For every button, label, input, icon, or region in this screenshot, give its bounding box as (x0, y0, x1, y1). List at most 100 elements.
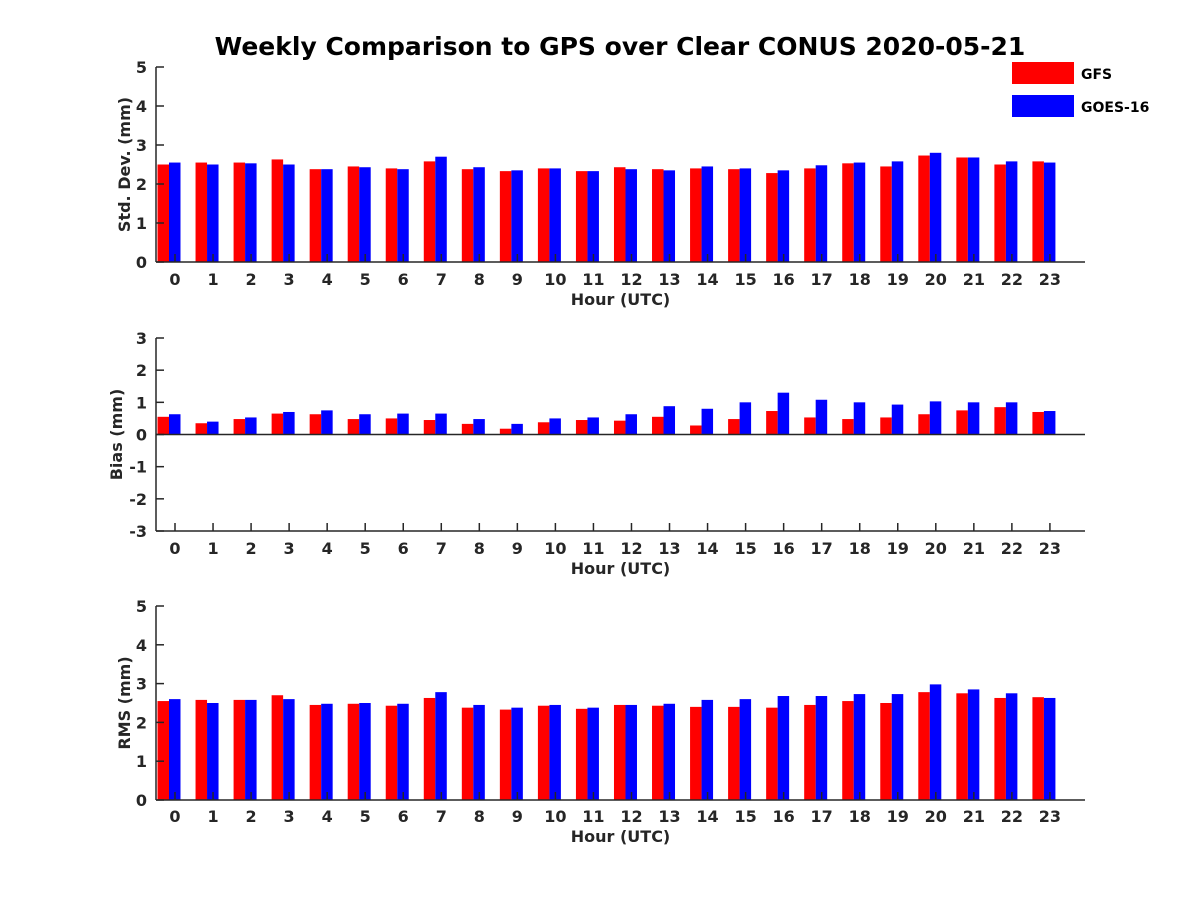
rms-bar-gfs-hour-7 (423, 697, 436, 800)
bias-bar-goes16-hour-4 (321, 410, 333, 435)
std-dev-bar-gfs-hour-13 (652, 169, 664, 262)
std-dev-bar-gfs-hour-6 (385, 168, 398, 262)
bias-bar-goes16-hour-10 (549, 418, 561, 435)
std-dev-ytick-label: 3 (136, 136, 147, 155)
std-dev-bar-gfs-hour-19 (880, 166, 892, 262)
bias-bar-gfs-hour-11 (575, 420, 588, 435)
rms-bar-gfs-hour-15 (728, 706, 740, 800)
rms-bar-goes16-hour-21 (967, 689, 980, 800)
bias-ytick-label: -3 (129, 522, 147, 541)
rms-bar-gfs-hour-11 (575, 708, 588, 800)
std-dev-bar-goes16-hour-23 (1043, 162, 1056, 262)
std-dev-xtick-label: 2 (246, 270, 257, 289)
bias-bar-goes16-hour-12 (625, 414, 637, 435)
rms-bar-gfs-hour-10 (537, 705, 550, 800)
bias-bar-goes16-hour-21 (967, 402, 980, 435)
rms-bar-goes16-hour-19 (891, 694, 904, 800)
bias-xtick-label: 5 (360, 539, 371, 558)
bias-xtick-label: 12 (620, 539, 642, 558)
bias-bar-gfs-hour-5 (347, 419, 360, 435)
std-dev-xtick-label: 22 (1001, 270, 1023, 289)
bias-xtick-label: 23 (1039, 539, 1061, 558)
rms-xtick-label: 17 (811, 807, 833, 826)
rms-bar-goes16-hour-10 (549, 704, 561, 800)
rms-bar-gfs-hour-8 (461, 707, 474, 800)
bias-xtick-label: 18 (849, 539, 871, 558)
rms-xtick-label: 22 (1001, 807, 1023, 826)
bias-xtick-label: 6 (398, 539, 409, 558)
std-dev-xtick-label: 15 (734, 270, 756, 289)
std-dev-bar-goes16-hour-4 (321, 169, 333, 262)
std-dev-bar-goes16-hour-8 (473, 167, 485, 262)
std-dev-bar-gfs-hour-15 (728, 169, 740, 262)
rms-bar-goes16-hour-16 (777, 696, 790, 800)
std-dev-y-axis-label: Std. Dev. (mm) (115, 97, 134, 232)
legend: GFS GOES-16 (1012, 62, 1149, 117)
bias-bar-goes16-hour-17 (815, 399, 828, 435)
rms-bar-goes16-hour-12 (625, 704, 637, 800)
rms-bar-goes16-hour-20 (929, 684, 942, 800)
std-dev-xtick-label: 9 (512, 270, 523, 289)
rms-bar-goes16-hour-2 (245, 699, 257, 800)
bias-bar-goes16-hour-22 (1005, 402, 1018, 435)
rms-bar-goes16-hour-5 (359, 703, 371, 800)
std-dev-xtick-label: 23 (1039, 270, 1061, 289)
std-dev-bar-goes16-hour-6 (397, 169, 409, 262)
std-dev-bar-gfs-hour-17 (804, 168, 816, 262)
bias-bar-goes16-hour-23 (1043, 411, 1056, 435)
std-dev-xtick-label: 5 (360, 270, 371, 289)
bias-xtick-label: 19 (887, 539, 909, 558)
rms-xtick-label: 6 (398, 807, 409, 826)
std-dev-xtick-label: 7 (436, 270, 447, 289)
rms-ytick-label: 1 (136, 752, 147, 771)
bias-bar-gfs-hour-19 (880, 417, 892, 435)
std-dev-bar-goes16-hour-0 (169, 162, 181, 262)
rms-xtick-label: 23 (1039, 807, 1061, 826)
bias-bar-goes16-hour-14 (701, 408, 714, 435)
bias-bar-gfs-hour-23 (1032, 411, 1044, 435)
bias-bar-gfs-hour-10 (537, 422, 550, 435)
bias-ytick-label: 2 (136, 361, 147, 380)
bias-bar-gfs-hour-1 (195, 423, 208, 435)
bias-bar-gfs-hour-14 (690, 425, 702, 435)
bias-bar-gfs-hour-15 (728, 419, 740, 435)
std-dev-ytick-label: 0 (136, 253, 147, 272)
bias-bar-goes16-hour-15 (739, 402, 752, 435)
bias-xtick-label: 13 (658, 539, 680, 558)
bias-xtick-label: 8 (474, 539, 485, 558)
std-dev-xtick-label: 19 (887, 270, 909, 289)
bias-bar-gfs-hour-21 (956, 410, 968, 435)
rms-ytick-label: 0 (136, 791, 147, 810)
bias-xtick-label: 14 (696, 539, 718, 558)
bias-xtick-label: 9 (512, 539, 523, 558)
rms-bar-gfs-hour-18 (842, 701, 854, 800)
std-dev-xtick-label: 11 (582, 270, 604, 289)
bias-ytick-label: -2 (129, 490, 147, 509)
rms-xtick-label: 9 (512, 807, 523, 826)
rms-bar-goes16-hour-11 (587, 707, 599, 800)
std-dev-bar-gfs-hour-11 (575, 171, 588, 262)
std-dev-xtick-label: 21 (963, 270, 985, 289)
bias-xtick-label: 16 (773, 539, 795, 558)
rms-xtick-label: 0 (169, 807, 180, 826)
bias-xtick-label: 1 (207, 539, 218, 558)
legend-label-goes16: GOES-16 (1081, 100, 1149, 116)
rms-bar-gfs-hour-3 (271, 695, 284, 800)
std-dev-bar-goes16-hour-14 (701, 166, 714, 262)
bias-bar-gfs-hour-0 (157, 416, 169, 435)
std-dev-xtick-label: 6 (398, 270, 409, 289)
rms-xtick-label: 10 (544, 807, 566, 826)
bias-xtick-label: 15 (734, 539, 756, 558)
bias-xtick-label: 4 (322, 539, 333, 558)
std-dev-bar-gfs-hour-16 (766, 173, 778, 262)
rms-bar-goes16-hour-6 (397, 703, 409, 800)
rms-xtick-label: 12 (620, 807, 642, 826)
rms-bar-gfs-hour-0 (157, 701, 169, 800)
rms-bar-goes16-hour-4 (321, 703, 333, 800)
rms-bar-gfs-hour-6 (385, 705, 398, 800)
figure-title: Weekly Comparison to GPS over Clear CONU… (215, 32, 1026, 61)
std-dev-ytick-label: 5 (136, 58, 147, 77)
rms-bar-gfs-hour-20 (918, 692, 930, 800)
